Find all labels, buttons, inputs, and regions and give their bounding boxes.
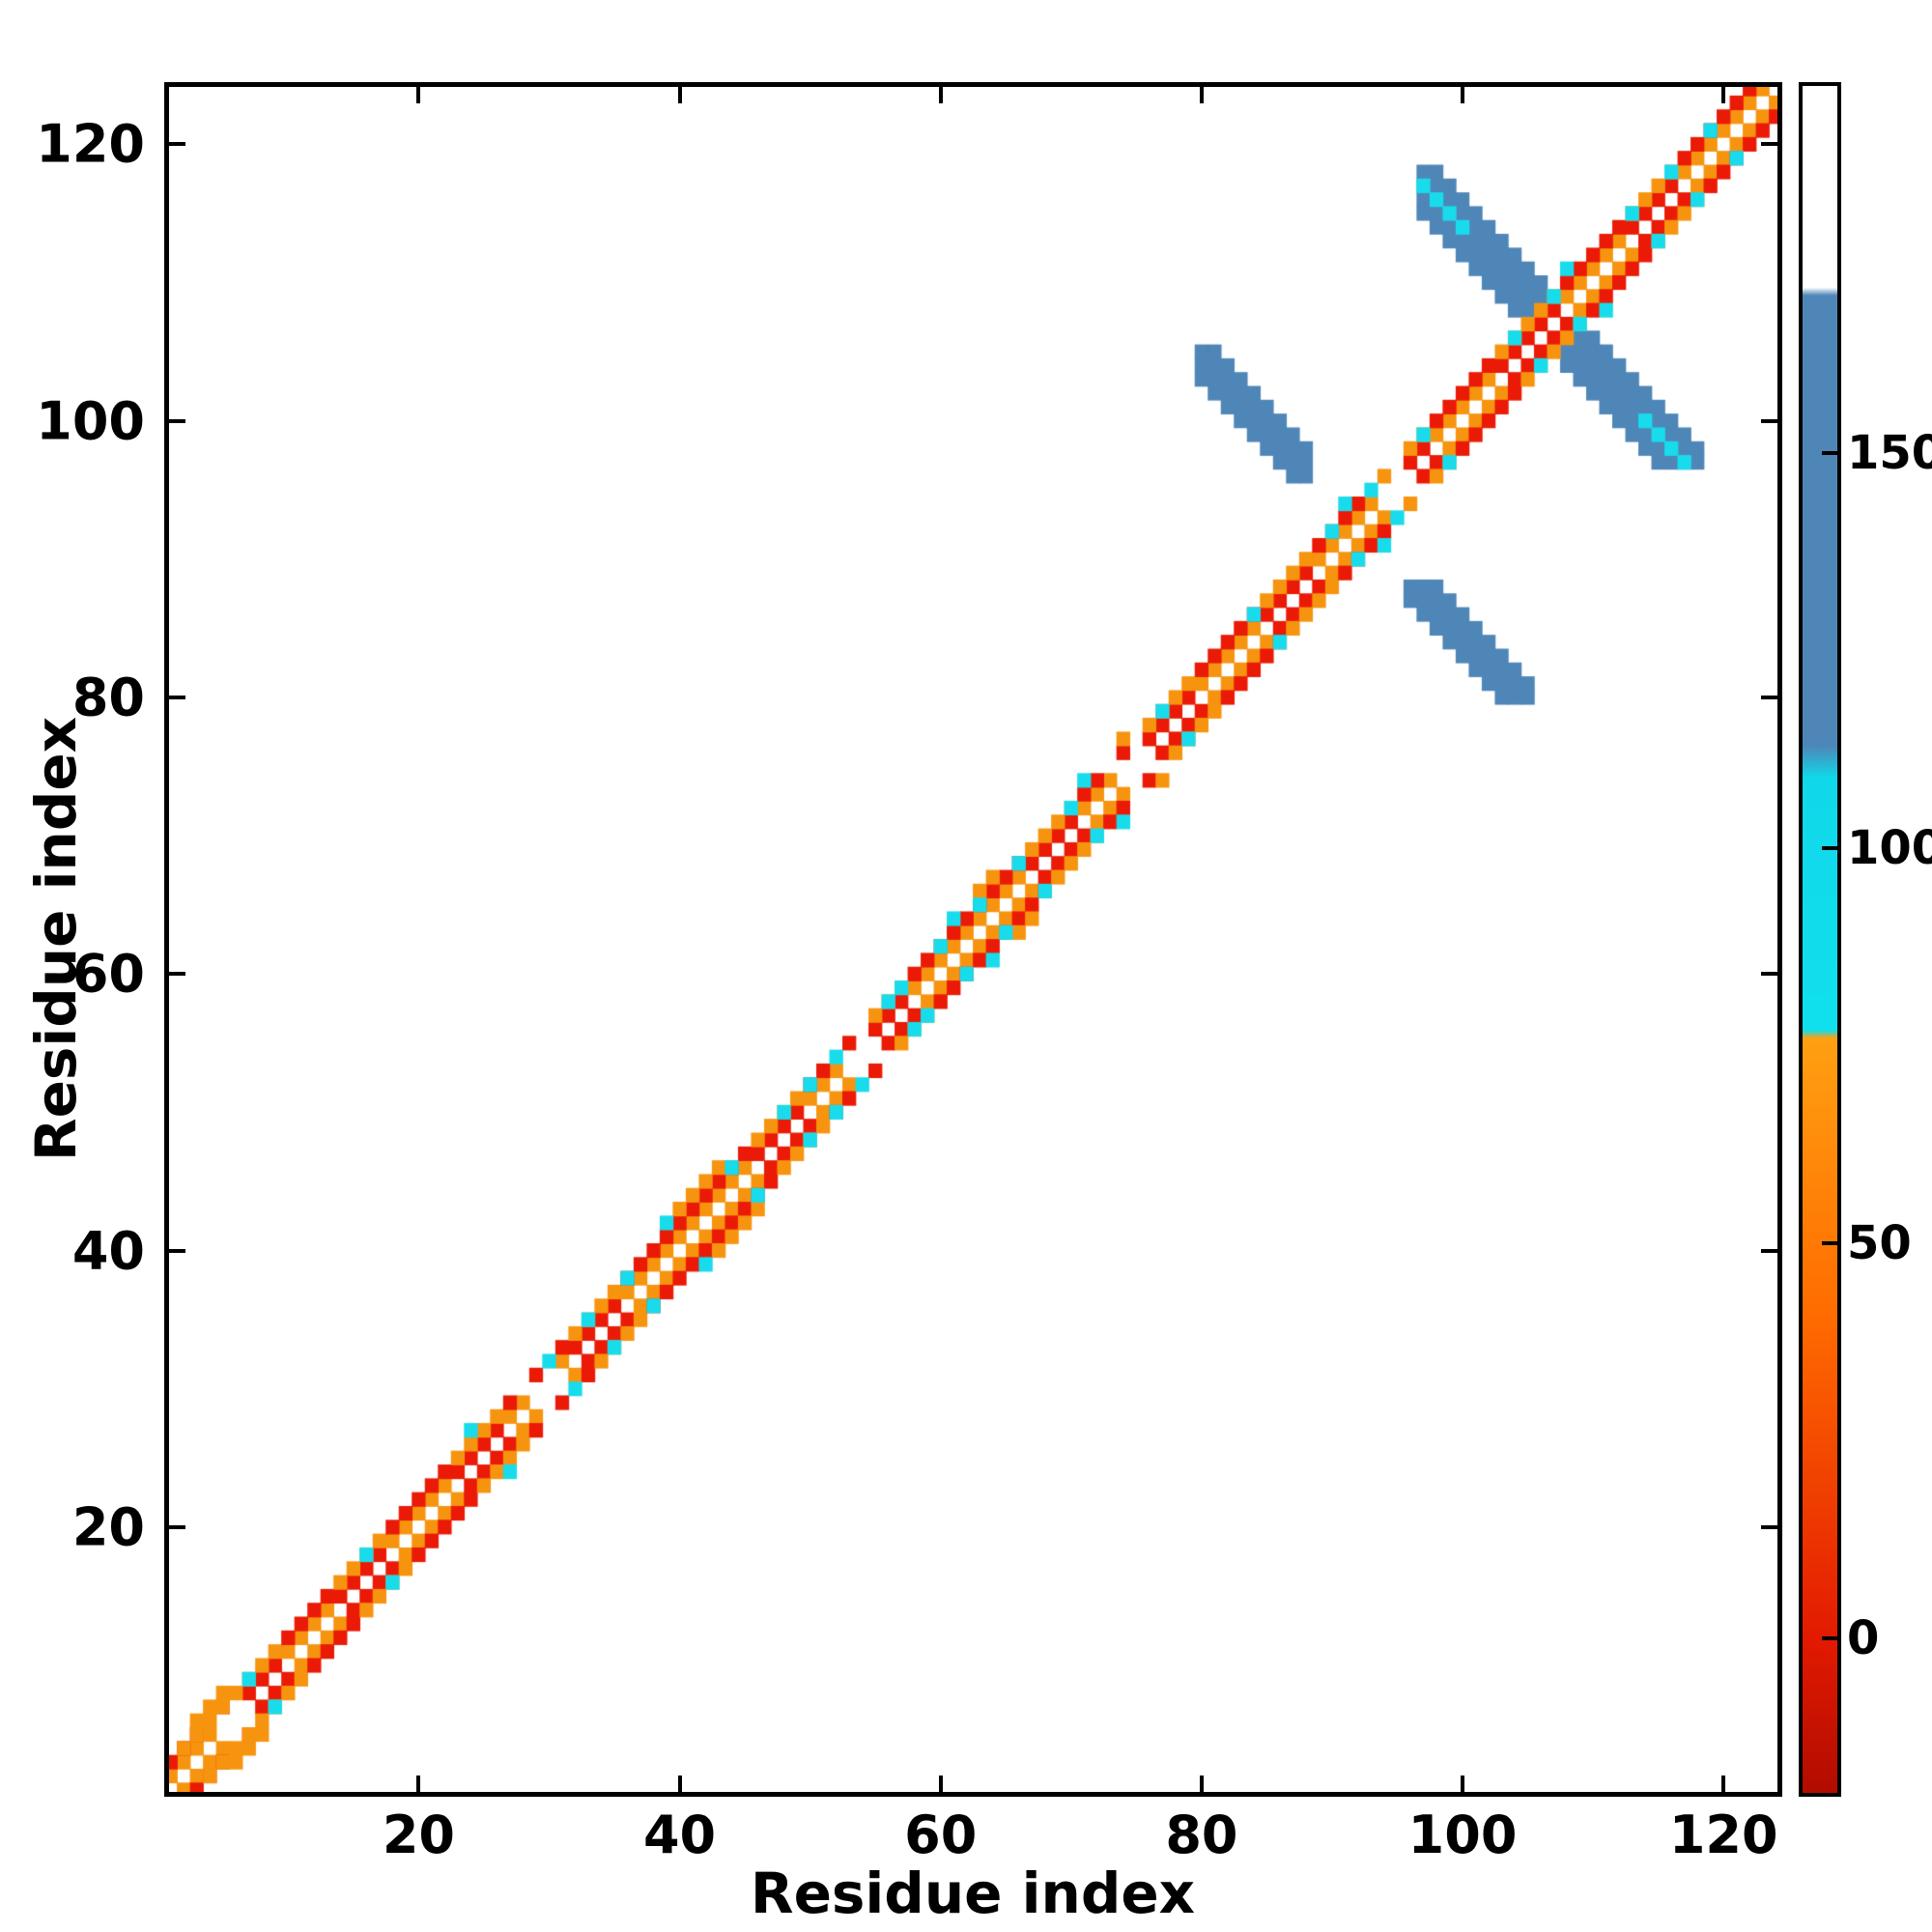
x-tick-mark-top: [1199, 84, 1204, 103]
y-tick-label: 120: [36, 113, 145, 175]
colorbar-tick-label: 50: [1847, 1216, 1912, 1271]
y-tick-mark-left: [166, 418, 185, 423]
x-tick-label: 60: [904, 1804, 978, 1865]
x-tick-mark-bottom: [1721, 1776, 1726, 1795]
x-tick-label: 80: [1165, 1804, 1238, 1865]
x-tick-label: 20: [382, 1804, 455, 1865]
x-tick-mark-top: [938, 84, 943, 103]
y-tick-label: 80: [71, 667, 145, 728]
x-tick-mark-top: [1721, 84, 1726, 103]
x-tick-label: 40: [642, 1804, 717, 1865]
x-tick-mark-top: [416, 84, 421, 103]
x-tick-mark-bottom: [677, 1776, 682, 1795]
colorbar-tick-mark: [1822, 846, 1841, 851]
x-tick-mark-top: [677, 84, 682, 103]
y-tick-mark-left: [166, 1248, 185, 1253]
y-tick-mark-right: [1761, 418, 1780, 423]
y-tick-mark-right: [1761, 972, 1780, 977]
x-tick-mark-bottom: [938, 1776, 943, 1795]
x-tick-label: 120: [1668, 1804, 1778, 1865]
y-tick-mark-right: [1761, 142, 1780, 147]
y-tick-label: 60: [71, 943, 145, 1005]
y-axis-label: Residue index: [23, 716, 89, 1162]
y-tick-mark-left: [166, 972, 185, 977]
colorbar-tick-mark: [1822, 451, 1841, 456]
colorbar-tick-mark: [1822, 1241, 1841, 1246]
x-tick-mark-bottom: [416, 1776, 421, 1795]
colorbar-tick-label: 100: [1847, 821, 1932, 876]
colorbar-tick-label: 150: [1847, 426, 1932, 481]
y-tick-mark-right: [1761, 695, 1780, 699]
y-tick-mark-left: [166, 695, 185, 699]
y-tick-label: 100: [36, 390, 145, 452]
colorbar-tick-mark: [1822, 1636, 1841, 1641]
x-tick-mark-bottom: [1199, 1776, 1204, 1795]
heatmap-canvas: [164, 82, 1782, 1797]
y-tick-mark-left: [166, 1524, 185, 1529]
y-tick-mark-right: [1761, 1524, 1780, 1529]
y-tick-label: 20: [71, 1496, 145, 1558]
x-tick-mark-top: [1461, 84, 1465, 103]
y-tick-label: 40: [71, 1220, 145, 1282]
x-tick-mark-bottom: [1461, 1776, 1465, 1795]
x-axis-label: Residue index: [750, 1861, 1196, 1926]
x-tick-label: 100: [1407, 1804, 1518, 1865]
y-tick-mark-left: [166, 142, 185, 147]
colorbar-tick-label: 0: [1847, 1611, 1880, 1666]
colorbar-gradient: [1799, 82, 1841, 1797]
y-tick-mark-right: [1761, 1248, 1780, 1253]
